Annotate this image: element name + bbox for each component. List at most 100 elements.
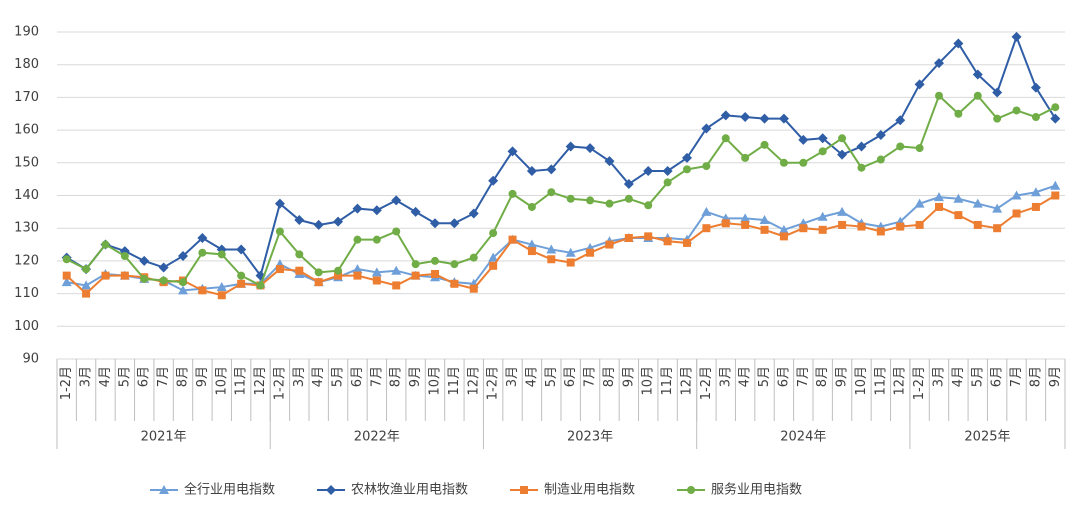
marker — [140, 274, 149, 283]
marker — [915, 220, 924, 229]
marker — [81, 280, 92, 290]
marker — [896, 222, 905, 231]
marker — [527, 247, 536, 256]
marker — [489, 261, 498, 270]
series-line — [66, 194, 1056, 297]
marker — [450, 279, 459, 288]
marker — [392, 227, 401, 236]
x-tick-label: 3月 — [505, 366, 520, 387]
marker — [333, 216, 344, 227]
x-tick-label: 6月 — [350, 366, 365, 387]
marker — [973, 220, 982, 229]
marker — [876, 155, 885, 164]
x-tick-label: 7月 — [796, 366, 811, 387]
x-tick-label: 8月 — [602, 366, 617, 387]
x-tick-label: 3月 — [79, 366, 94, 387]
marker — [721, 134, 730, 143]
marker — [217, 291, 226, 300]
marker — [371, 267, 382, 277]
x-tick-label: 11月 — [447, 366, 462, 396]
marker — [605, 240, 614, 249]
marker — [275, 265, 284, 274]
marker — [586, 248, 595, 257]
x-tick-label: 9月 — [835, 366, 850, 387]
marker — [683, 165, 691, 174]
x-tick-label: 10月 — [854, 366, 869, 396]
marker — [158, 262, 169, 273]
marker — [469, 284, 478, 293]
marker — [644, 201, 653, 210]
marker — [520, 486, 529, 494]
marker — [449, 218, 460, 229]
marker — [701, 206, 712, 216]
series-line — [66, 33, 1057, 278]
marker — [508, 235, 517, 244]
marker — [313, 219, 324, 230]
marker — [817, 211, 828, 221]
x-tick-label: 8月 — [389, 366, 404, 387]
x-tick-label: 11月 — [660, 366, 675, 396]
marker — [914, 79, 925, 90]
marker — [178, 285, 188, 295]
y-tick-label: 120 — [14, 253, 39, 268]
marker — [1031, 113, 1040, 122]
x-tick-label: 8月 — [815, 366, 830, 387]
x-tick-label: 7月 — [369, 366, 384, 387]
legend-label: 服务业用电指数 — [711, 482, 802, 498]
x-tick-label: 10月 — [214, 366, 229, 396]
marker — [198, 286, 207, 295]
marker — [120, 271, 129, 280]
marker — [1030, 82, 1041, 93]
marker — [585, 143, 596, 154]
x-tick-label: 5月 — [757, 366, 772, 387]
x-tick-label: 9月 — [1048, 366, 1063, 387]
marker — [565, 247, 576, 257]
marker — [993, 224, 1002, 233]
marker — [352, 203, 363, 214]
marker — [353, 271, 362, 280]
marker — [1031, 202, 1040, 211]
marker — [198, 248, 207, 257]
marker — [1051, 191, 1060, 200]
marker — [334, 266, 343, 275]
marker — [972, 69, 983, 80]
marker — [624, 234, 633, 243]
x-tick-label: 12月 — [893, 366, 908, 396]
marker — [352, 264, 363, 274]
marker — [683, 238, 691, 247]
marker — [1050, 180, 1061, 190]
marker — [993, 114, 1002, 123]
marker — [954, 211, 963, 220]
y-tick-label: 190 — [14, 25, 39, 40]
y-tick-label: 150 — [14, 155, 39, 170]
marker — [953, 193, 964, 203]
marker — [546, 244, 557, 254]
marker — [159, 485, 169, 494]
marker — [954, 109, 963, 118]
x-tick-label: 4月 — [311, 366, 326, 387]
marker — [546, 164, 557, 175]
legend-label: 制造业用电指数 — [544, 483, 635, 498]
marker — [817, 133, 828, 144]
marker — [178, 250, 188, 261]
marker — [643, 165, 654, 176]
marker — [740, 213, 751, 223]
marker — [799, 224, 808, 233]
marker — [779, 232, 788, 241]
marker — [101, 240, 110, 249]
x-tick-label: 7月 — [1009, 366, 1024, 387]
series-line — [66, 94, 1056, 287]
marker — [489, 229, 498, 238]
x-tick-label: 1-2月 — [912, 366, 927, 400]
marker — [953, 38, 964, 49]
marker — [237, 271, 246, 280]
marker — [857, 222, 866, 231]
marker — [799, 158, 808, 167]
x-tick-label: 5月 — [331, 366, 346, 387]
marker — [624, 194, 633, 203]
x-tick-label: 5月 — [544, 366, 559, 387]
x-tick-label: 7月 — [583, 366, 598, 387]
y-tick-label: 90 — [22, 352, 39, 367]
marker — [934, 58, 944, 69]
x-tick-label: 7月 — [156, 366, 171, 387]
